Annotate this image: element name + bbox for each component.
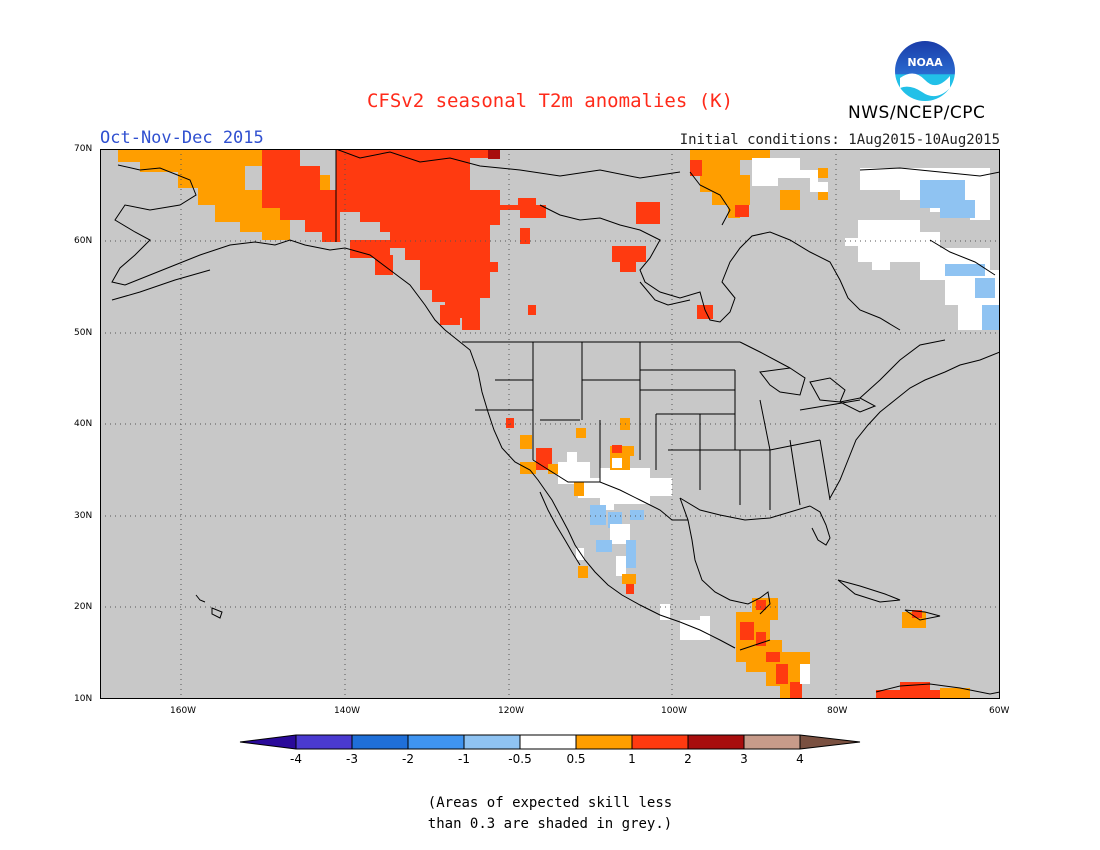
colorbar-label: 0.5 bbox=[566, 752, 586, 766]
colorbar-label: -1 bbox=[458, 752, 470, 766]
lat-label: 20N bbox=[74, 602, 93, 612]
lon-label: 120W bbox=[498, 706, 525, 716]
noaa-logo: NOAA bbox=[895, 41, 955, 101]
colorbar-label: -2 bbox=[402, 752, 414, 766]
colorbar bbox=[239, 734, 861, 750]
skill-note-line: (Areas of expected skill less bbox=[427, 795, 673, 811]
coastlines bbox=[111, 149, 1000, 695]
colorbar-label: 4 bbox=[796, 752, 804, 766]
season-label: Oct-Nov-Dec 2015 bbox=[100, 128, 264, 148]
colorbar-label: -4 bbox=[290, 752, 302, 766]
lat-label: 50N bbox=[74, 328, 93, 338]
lat-label: 10N bbox=[74, 694, 93, 704]
colorbar-label: 3 bbox=[740, 752, 748, 766]
lat-label: 70N bbox=[74, 144, 93, 154]
map-title: CFSv2 seasonal T2m anomalies (K) bbox=[366, 90, 734, 112]
lon-label: 60W bbox=[989, 706, 1010, 716]
lon-label: 80W bbox=[827, 706, 848, 716]
graticule bbox=[100, 149, 1000, 699]
lat-label: 40N bbox=[74, 419, 93, 429]
initial-conditions-label: Initial conditions: 1Aug2015-10Aug2015 bbox=[679, 132, 1000, 148]
anomaly-patches bbox=[118, 149, 1000, 699]
lat-label: 30N bbox=[74, 511, 93, 521]
colorbar-label: -0.5 bbox=[508, 752, 532, 766]
colorbar-label: 1 bbox=[628, 752, 636, 766]
lon-label: 140W bbox=[334, 706, 361, 716]
colorbar-label: 2 bbox=[684, 752, 692, 766]
skill-note-line: than 0.3 are shaded in grey.) bbox=[427, 816, 673, 832]
lon-label: 100W bbox=[661, 706, 688, 716]
political-borders bbox=[335, 149, 946, 651]
skill-note: (Areas of expected skill less than 0.3 a… bbox=[0, 793, 1100, 835]
svg-text:NOAA: NOAA bbox=[907, 56, 943, 69]
colorbar-label: -3 bbox=[346, 752, 358, 766]
lon-label: 160W bbox=[170, 706, 197, 716]
lat-label: 60N bbox=[74, 236, 93, 246]
agency-label: NWS/NCEP/CPC bbox=[848, 103, 986, 123]
